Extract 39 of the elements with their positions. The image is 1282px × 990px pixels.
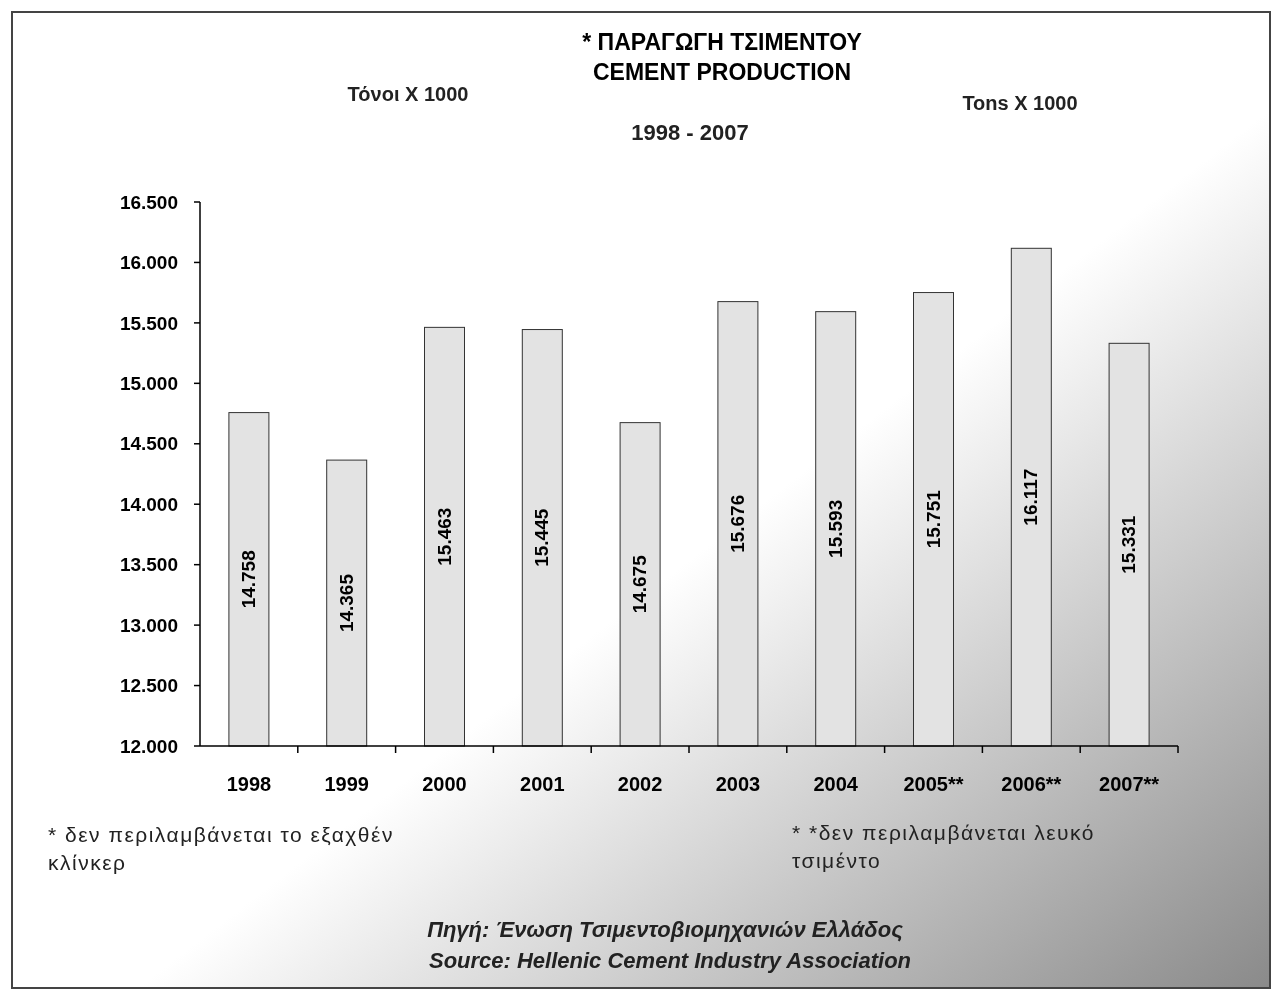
x-tick-label: 2004: [813, 773, 859, 795]
x-tick-label: 2005**: [903, 773, 964, 795]
data-label: 15.751: [922, 489, 944, 549]
text: Tons X 1000: [962, 92, 1078, 114]
chart-title: * ΠΑΡΑΓΩΓΗ ΤΣΙΜΕΝΤΟΥ: [582, 29, 862, 55]
text: Πηγή: Ένωση Τσιμεντοβιομηχανιών Ελλάδος: [427, 917, 904, 942]
y-tick-label: 13.500: [119, 554, 178, 576]
y-tick-label: 16.500: [119, 191, 178, 213]
data-label: 15.463: [433, 507, 455, 566]
text: Τόνοι X 1000: [347, 83, 469, 105]
y-tick-label: 15.000: [119, 372, 178, 394]
y-tick-label: 13.000: [119, 614, 178, 636]
text: * *δεν περιλαμβάνεται λευκό τσιμέντο: [792, 821, 1095, 873]
y-tick-label: 12.000: [119, 735, 178, 757]
data-label: 15.676: [726, 494, 748, 553]
data-label: 14.758: [237, 550, 259, 609]
x-tick-label: 1999: [324, 773, 369, 795]
y-tick-label: 12.500: [119, 675, 178, 697]
text: 1998 - 2007: [631, 120, 749, 145]
x-tick-label: 2002: [617, 773, 663, 795]
data-label: 15.331: [1118, 515, 1140, 574]
x-tick-label: 2003: [715, 773, 761, 795]
text: * δεν περιλαμβάνεται το εξαχθέν κλίνκερ: [48, 823, 394, 875]
data-label: 14.675: [629, 554, 651, 614]
x-tick-label: 2007**: [1099, 773, 1160, 795]
data-label: 14.365: [335, 573, 357, 633]
y-tick-label: 15.500: [119, 312, 178, 334]
data-label: 15.593: [824, 499, 846, 558]
y-tick-label: 14.000: [119, 493, 178, 515]
chart-subtitle: CEMENT PRODUCTION: [592, 59, 852, 85]
data-label: 16.117: [1020, 468, 1042, 526]
data-label: 15.445: [531, 508, 553, 567]
x-tick-label: 2006**: [1001, 773, 1062, 795]
x-tick-label: 2000: [422, 773, 467, 795]
y-tick-label: 14.500: [119, 433, 178, 455]
x-tick-label: 1998: [226, 773, 272, 795]
y-tick-label: 16.000: [119, 252, 178, 274]
x-tick-label: 2001: [520, 773, 565, 795]
source-note: Source: Hellenic Cement Industry Association: [428, 948, 912, 973]
